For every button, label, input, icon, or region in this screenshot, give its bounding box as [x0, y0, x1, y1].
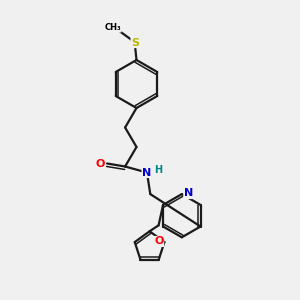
Text: S: S — [131, 38, 139, 48]
Text: N: N — [142, 167, 151, 178]
Text: CH₃: CH₃ — [104, 23, 121, 32]
Text: H: H — [154, 164, 162, 175]
Text: O: O — [154, 236, 164, 247]
Text: N: N — [184, 188, 193, 199]
Text: O: O — [96, 158, 105, 169]
